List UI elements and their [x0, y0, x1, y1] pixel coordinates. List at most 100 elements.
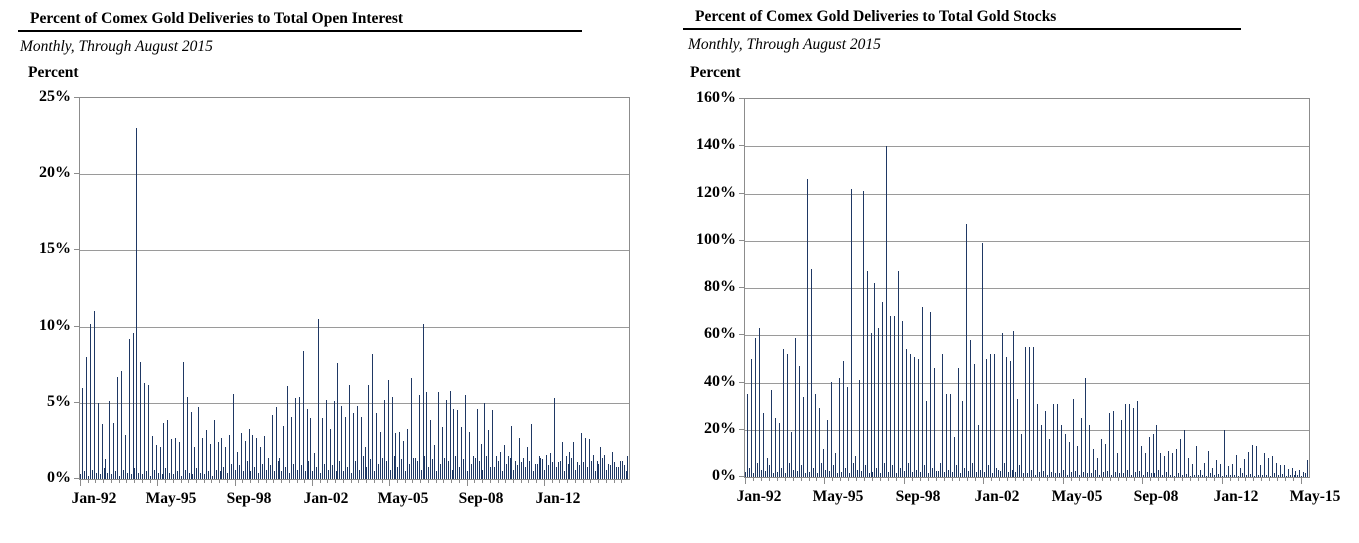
x-minor-tick: [1222, 478, 1223, 481]
bar: [175, 438, 177, 479]
bar: [1083, 472, 1085, 477]
bar: [1109, 413, 1111, 477]
bar: [1071, 472, 1073, 477]
bar: [221, 438, 223, 479]
bar: [326, 400, 328, 479]
bar: [104, 468, 106, 479]
bar: [365, 447, 367, 479]
bar: [902, 321, 904, 477]
bar: [407, 429, 409, 479]
bar: [479, 461, 481, 479]
bar: [1294, 475, 1296, 477]
bar: [886, 146, 888, 477]
bar: [274, 471, 276, 479]
x-minor-tick: [1158, 478, 1159, 481]
bar: [96, 473, 98, 479]
bar: [136, 128, 138, 479]
bar: [602, 458, 604, 479]
bar: [1021, 434, 1023, 477]
bar: [974, 364, 976, 477]
bar: [823, 449, 825, 477]
x-minor-tick: [482, 480, 483, 483]
chart-title: Percent of Comex Gold Deliveries to Tota…: [683, 8, 1241, 30]
bar: [506, 464, 508, 479]
x-minor-tick: [80, 480, 81, 483]
bar: [517, 465, 519, 479]
bar: [1307, 460, 1309, 477]
bar: [117, 377, 119, 479]
bar: [111, 474, 113, 479]
x-minor-tick: [944, 478, 945, 481]
bar: [189, 473, 191, 479]
bar: [1151, 473, 1153, 477]
bar: [194, 447, 196, 479]
x-minor-tick: [521, 480, 522, 483]
bar: [757, 463, 759, 477]
bar: [825, 470, 827, 477]
bar: [160, 447, 162, 479]
x-minor-tick: [1182, 478, 1183, 481]
bar: [815, 394, 817, 477]
bar: [1246, 475, 1248, 477]
bar: [1087, 473, 1089, 477]
bar: [1250, 474, 1252, 477]
bar: [395, 433, 397, 479]
bar: [239, 465, 241, 479]
bar: [585, 438, 587, 479]
bar: [942, 354, 944, 477]
bar: [1141, 446, 1143, 477]
bar: [258, 473, 260, 479]
bar: [797, 471, 799, 477]
bar: [523, 458, 525, 479]
bar: [452, 470, 454, 479]
bar: [208, 471, 210, 479]
bar: [558, 462, 560, 479]
bar: [624, 465, 626, 479]
bar: [98, 403, 100, 479]
x-major-tick: [157, 480, 158, 486]
x-minor-tick: [809, 478, 810, 481]
bar: [216, 470, 218, 479]
x-tick-label: Jan-02: [303, 490, 349, 507]
bar: [769, 465, 771, 477]
bar: [386, 461, 388, 479]
bar: [504, 445, 506, 479]
bar: [198, 407, 200, 479]
x-minor-tick: [235, 480, 236, 483]
bar: [577, 462, 579, 479]
bar: [272, 415, 274, 479]
bar: [1081, 418, 1083, 477]
x-major-tick: [467, 480, 468, 486]
x-minor-tick: [1301, 478, 1302, 481]
bar: [1095, 470, 1097, 477]
gridline: [80, 250, 629, 251]
bar: [1149, 437, 1151, 477]
x-minor-tick: [1134, 478, 1135, 481]
bar: [1194, 475, 1196, 477]
bar: [297, 470, 299, 479]
bar: [910, 354, 912, 477]
bar: [1170, 475, 1172, 477]
x-minor-tick: [173, 480, 174, 483]
gridline: [80, 174, 629, 175]
bar: [299, 397, 301, 479]
bar: [779, 423, 781, 477]
bar: [533, 471, 535, 479]
bar: [606, 470, 608, 479]
bar: [972, 463, 974, 477]
bar: [992, 473, 994, 477]
y-tick-label: 60%: [704, 325, 736, 342]
bar: [894, 316, 896, 477]
bar: [833, 465, 835, 477]
bar: [978, 425, 980, 477]
bar: [811, 269, 813, 477]
gridline: [745, 241, 1309, 242]
bar: [339, 461, 341, 479]
x-minor-tick: [1087, 478, 1088, 481]
bar: [865, 465, 867, 477]
x-minor-tick: [196, 480, 197, 483]
bar: [813, 468, 815, 477]
bar: [361, 417, 363, 479]
bar: [1254, 476, 1256, 477]
bar: [1212, 468, 1214, 477]
